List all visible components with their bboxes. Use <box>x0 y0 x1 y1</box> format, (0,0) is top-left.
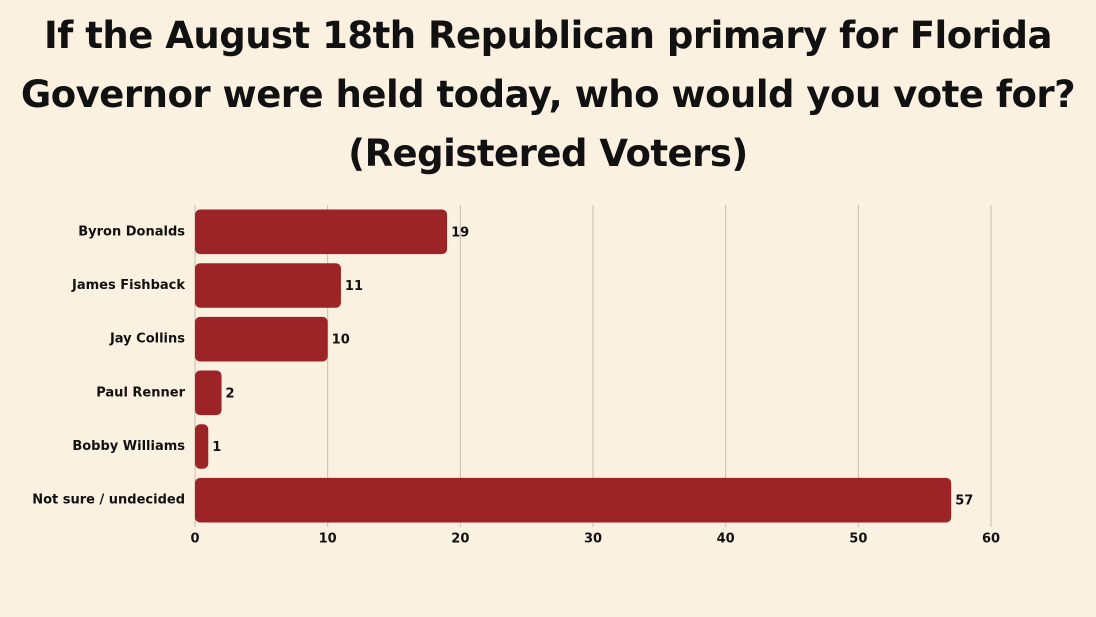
value-label: 57 <box>955 494 973 509</box>
x-tick-label: 10 <box>319 532 337 547</box>
x-tick-label: 50 <box>849 532 867 547</box>
bar <box>195 477 952 523</box>
x-tick-label: 40 <box>717 532 735 547</box>
value-label: 10 <box>332 333 350 348</box>
bar <box>195 316 328 362</box>
bar <box>195 424 209 469</box>
y-tick-label: Bobby Williams <box>72 439 185 454</box>
value-label: 19 <box>451 225 469 240</box>
y-tick-label: James Fishback <box>71 278 185 293</box>
x-tick-label: 20 <box>451 532 469 547</box>
bar <box>195 370 222 416</box>
y-tick-label: Jay Collins <box>109 332 185 347</box>
value-label: 11 <box>345 279 363 294</box>
x-tick-label: 60 <box>982 532 1000 547</box>
x-tick-label: 0 <box>190 532 199 547</box>
bar <box>195 263 341 308</box>
value-label: 2 <box>226 386 235 401</box>
x-tick-label: 30 <box>584 532 602 547</box>
y-tick-label: Byron Donalds <box>78 224 185 239</box>
value-label: 1 <box>212 440 221 455</box>
y-tick-label: Not sure / undecided <box>32 493 185 508</box>
y-tick-label: Paul Renner <box>96 385 185 400</box>
chart-title: If the August 18th Republican primary fo… <box>20 14 1076 175</box>
bar <box>195 209 448 255</box>
